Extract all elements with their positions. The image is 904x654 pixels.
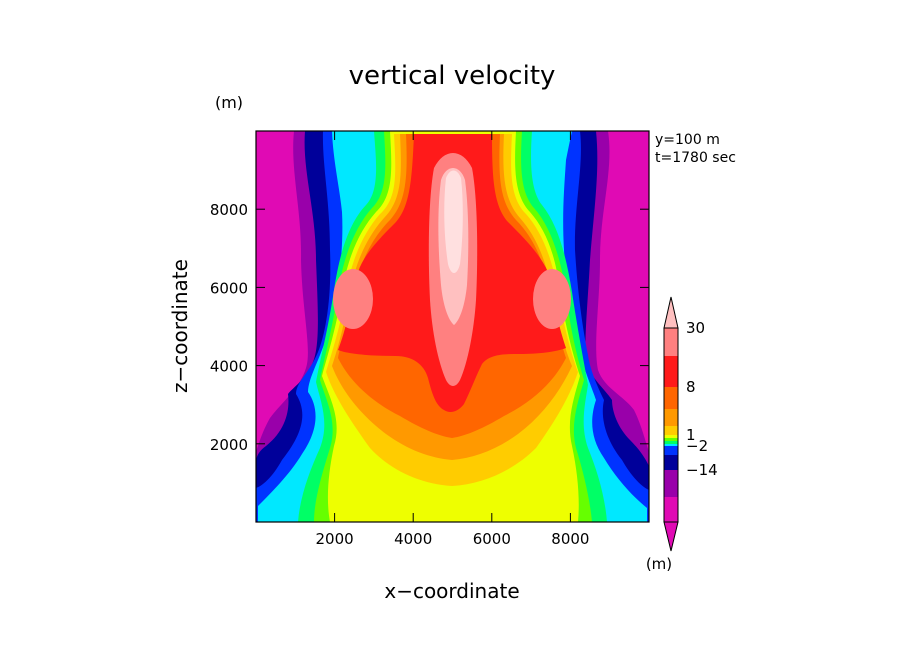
colorbar-segment: [664, 441, 678, 444]
y-tick-label: 8000: [210, 201, 248, 219]
colorbar-tick-label: 30: [686, 319, 705, 337]
annotation-line-1: y=100 m: [655, 132, 720, 148]
x-axis-ticks: 2000 4000 6000 8000: [316, 131, 589, 548]
colorbar-segment: [664, 426, 678, 435]
y-unit-label: (m): [215, 93, 243, 112]
y-axis-label: z−coordinate: [168, 259, 192, 393]
x-tick-label: 2000: [316, 530, 354, 548]
colorbar-tick-label: 1: [686, 426, 696, 444]
colorbar-segment: [664, 497, 678, 522]
colorbar-segment: [664, 387, 678, 409]
x-axis-label: x−coordinate: [384, 579, 519, 603]
colorbar-segment: [664, 444, 678, 446]
x-tick-label: 4000: [394, 530, 432, 548]
y-tick-label: 6000: [210, 279, 248, 297]
y-axis-ticks: 2000 4000 6000 8000: [210, 201, 649, 454]
colorbar-tick-label: −14: [686, 461, 718, 479]
colorbar-tick-label: 8: [686, 378, 696, 396]
colorbar-min-arrow: [663, 521, 679, 552]
y-tick-label: 2000: [210, 436, 248, 454]
colorbar-segment: [664, 455, 678, 470]
colorbar-segment: [664, 356, 678, 387]
x-tick-label: 8000: [551, 530, 589, 548]
band-salmon-right: [533, 269, 571, 329]
annotation-line-2: t=1780 sec: [655, 150, 736, 166]
colorbar-frame: [663, 327, 679, 523]
colorbar-segment: [664, 438, 678, 441]
x-tick-label: 6000: [473, 530, 511, 548]
colorbar-max-arrow: [663, 296, 679, 329]
colorbar-unit-label: (m): [646, 555, 672, 573]
colorbar-tick-label: −2: [686, 437, 708, 455]
colorbar-segment: [664, 435, 678, 438]
colorbar-segment: [664, 470, 678, 497]
plot-area: [256, 131, 649, 522]
colorbar: 30 8 1−2 −14: [663, 296, 718, 552]
colorbar-segment: [664, 328, 678, 356]
chart-title: vertical velocity: [349, 61, 556, 91]
y-tick-label: 4000: [210, 358, 248, 376]
plot-frame: [255, 130, 650, 523]
colorbar-segment: [664, 409, 678, 426]
colorbar-segment: [664, 446, 678, 455]
band-salmon-left: [333, 269, 373, 329]
band-pink-core: [444, 170, 463, 273]
